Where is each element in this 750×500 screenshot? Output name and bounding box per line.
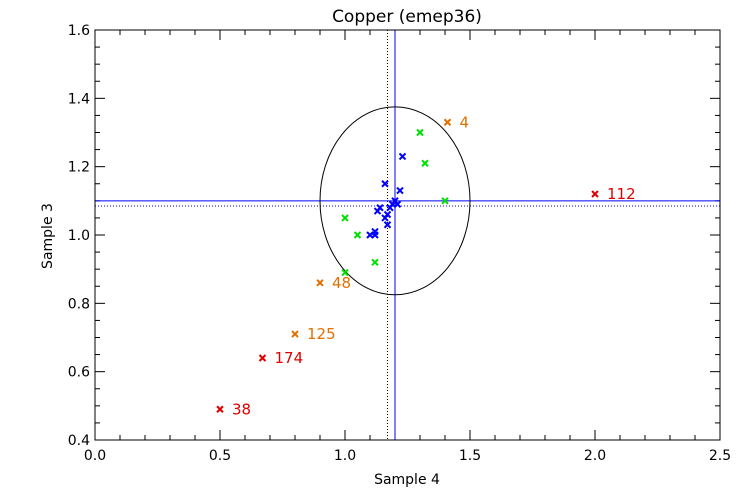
confidence-ellipse	[319, 106, 471, 296]
scatter-point-blue	[383, 221, 392, 229]
scatter-point-green	[441, 197, 449, 205]
point-label: 125	[307, 325, 336, 343]
marker-stroke	[216, 405, 224, 413]
scatter-point-orange	[291, 330, 299, 338]
marker-stroke	[353, 231, 362, 239]
marker-stroke	[398, 152, 407, 161]
scatter-point-blue	[398, 152, 407, 161]
marker-stroke	[316, 279, 324, 287]
x-tick-label: 2.0	[584, 448, 606, 464]
marker-stroke	[381, 180, 389, 188]
point-label: 174	[275, 349, 304, 367]
y-tick-label: 1.2	[68, 160, 90, 176]
scatter-point-green	[353, 231, 362, 239]
scatter-point-blue	[371, 231, 379, 239]
marker-stroke	[416, 128, 424, 137]
scatter-point-blue	[373, 207, 382, 215]
marker-stroke	[371, 258, 379, 267]
scatter-point-blue	[386, 203, 394, 212]
marker-stroke	[341, 268, 349, 277]
point-label: 112	[607, 185, 636, 203]
scatter-point-green	[341, 268, 349, 277]
y-tick-label: 0.4	[68, 433, 90, 449]
marker-stroke	[386, 203, 394, 212]
y-tick-label: 0.6	[68, 365, 90, 381]
y-axis-label: Sample 3	[40, 203, 56, 269]
marker-stroke	[373, 207, 382, 215]
marker-stroke	[258, 354, 267, 362]
y-tick-label: 0.8	[68, 296, 90, 312]
marker-stroke	[443, 118, 452, 126]
y-tick-label: 1.6	[68, 23, 90, 39]
marker-stroke	[396, 186, 404, 195]
scatter-point-green	[421, 159, 429, 167]
scatter-point-red	[591, 190, 599, 198]
scatter-point-green	[416, 128, 424, 137]
scatter-point-red	[258, 354, 267, 362]
points-layer: 4 48 125 112 174 38	[216, 113, 636, 418]
scatter-point-red	[216, 405, 224, 413]
plot-frame	[94, 29, 721, 441]
ticks-layer: 0.0 0.5 1.0 1.5 2.0 2.5 0.4 0.6 0.8 1.0 1.2 1.4 1.6	[68, 23, 731, 464]
y-tick-label: 1.0	[68, 228, 90, 244]
scatter-point-blue	[381, 180, 389, 188]
x-tick-label: 0.5	[209, 448, 231, 464]
x-tick-label: 1.5	[459, 448, 481, 464]
x-tick-label: 2.5	[709, 448, 731, 464]
marker-stroke	[341, 214, 349, 222]
marker-stroke	[381, 214, 389, 222]
point-label: 38	[232, 400, 251, 418]
scatter-point-green	[341, 214, 349, 222]
marker-stroke	[383, 221, 392, 229]
x-tick-label: 1.0	[334, 448, 356, 464]
marker-stroke	[291, 330, 299, 338]
scatter-point-blue	[396, 186, 404, 195]
point-label: 4	[460, 113, 470, 131]
point-label: 48	[332, 274, 351, 292]
scatter-point-orange	[443, 118, 452, 126]
reference-lines-layer	[95, 30, 720, 440]
marker-stroke	[371, 231, 379, 239]
marker-stroke	[591, 190, 599, 198]
x-tick-label: 0.0	[84, 448, 106, 464]
marker-stroke	[441, 197, 449, 205]
scatter-point-green	[371, 258, 379, 267]
x-axis-label: Sample 4	[374, 472, 440, 488]
marker-stroke	[421, 159, 429, 167]
y-tick-label: 1.4	[68, 91, 90, 107]
chart-title: Copper (emep36)	[332, 7, 482, 27]
scatter-point-blue	[381, 214, 389, 222]
scatter-point-orange	[316, 279, 324, 287]
